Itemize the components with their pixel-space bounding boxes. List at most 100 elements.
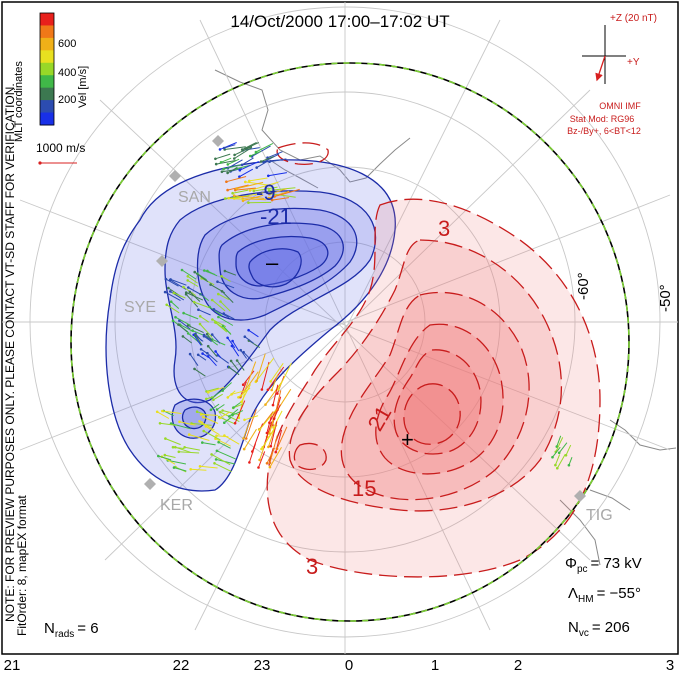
velocity-vector-origin [267,189,271,192]
velocity-vector-origin [227,365,231,369]
velocity-vector-origin [248,179,251,183]
velocity-vector [203,430,221,441]
velocity-vector-origin [238,175,241,178]
velocity-vector [269,446,282,468]
velocity-vector [218,441,231,449]
velocity-vector-origin [178,420,181,424]
velocity-vector [274,188,300,197]
velocity-vector [214,321,228,333]
velocity-vector [268,190,290,199]
velocity-vector-origin [200,421,203,424]
velocity-vector-origin [169,290,172,293]
hmb-latitude: ΛHM = −55° [568,585,641,605]
velocity-vector-origin [270,388,274,392]
velocity-vector-origin [212,398,215,402]
velocity-vector-origin [217,292,220,296]
velocity-vector [216,450,237,460]
velocity-vector [240,349,248,359]
velocity-vector-origin [274,450,278,454]
velocity-vector-origin [206,351,209,355]
velocity-vector-origin [217,315,220,319]
velocity-vector-origin [171,319,175,323]
velocity-vector-origin [177,450,181,454]
velocity-vector [241,157,254,166]
velocity-vector [242,198,267,201]
velocity-vector-origin [230,344,234,348]
velocity-vector [205,425,220,436]
velocity-vector [267,429,275,448]
velocity-vector-origin [188,290,192,294]
velocity-vector [248,340,260,349]
velocity-vector [262,426,276,448]
velocity-vector-origin [221,409,224,412]
velocity-vector [248,443,257,463]
mlt-tick: 0 [345,657,353,674]
velocity-vector [234,146,253,159]
velocity-vector-origin [238,168,242,172]
coastlines [214,69,677,566]
velocity-vector [162,410,182,414]
velocity-vector-origin [227,196,230,200]
velocity-vector [194,335,203,346]
velocity-vector-origin [226,336,229,340]
velocity-vector [242,370,255,386]
velocity-vector-origin [219,300,222,303]
velocity-vector [233,403,244,409]
velocity-vector [256,353,266,381]
velocity-vector [198,309,211,316]
velocity-vector-origin [268,421,271,425]
radar-count: Nrads = 6 [44,620,99,640]
velocity-vector-origin [273,195,276,198]
velocity-vector [249,150,262,157]
velocity-vector [172,446,185,449]
velocity-vector [227,166,238,174]
velocity-vector [227,159,243,169]
velocity-vector [189,434,210,441]
velocity-vector-origin [266,388,270,392]
velocity-vector-origin [248,154,252,158]
velocity-vector-origin [210,333,214,336]
fitorder-note: FitOrder: 8, mapEX format [15,495,29,636]
velocity-vector-origin [182,285,185,289]
velocity-vector [197,354,207,361]
velocity-vector [203,335,212,343]
velocity-vector-origin [198,315,202,318]
velocity-vector [213,308,230,319]
velocity-vector [210,403,220,411]
velocity-vector [556,435,562,447]
velocity-vector [255,142,274,153]
velocity-vector-origin [277,388,280,391]
colorbar-cell [40,100,54,114]
velocity-vector [208,386,225,393]
mlt-tick: 2 [514,657,522,674]
velocity-vector-origin [198,322,202,326]
velocity-vector [179,421,196,426]
velocity-vector [189,353,199,366]
velocity-vector [228,366,240,376]
velocity-vector [190,468,207,471]
velocity-vector-origin [195,410,199,414]
velocity-vector-origin [231,339,234,343]
velocity-vector [199,465,218,469]
velocity-vector-origin [244,437,248,440]
velocity-vector [173,467,187,472]
colorbar-cell [40,25,54,39]
velocity-vector-origin [169,300,173,304]
velocity-vector [216,160,236,165]
velocity-vector-origin [189,468,192,471]
velocity-vector-origin [247,328,250,332]
velocity-vector [270,193,296,198]
velocity-vector [245,142,260,150]
velocity-vector-origin [201,352,204,355]
mlt-tick: 1 [431,657,439,674]
velocity-vector [227,158,240,165]
velocity-vector-origin [264,403,267,406]
velocity-vector-origin [186,332,190,335]
contour-label: 3 [306,554,318,579]
negative-potential-cell [105,159,396,492]
hmb-boundary [70,62,630,622]
svg-text:1000 m/s: 1000 m/s [36,141,85,155]
velocity-vector-origin [186,279,189,282]
velocity-vector-origin [248,189,252,192]
